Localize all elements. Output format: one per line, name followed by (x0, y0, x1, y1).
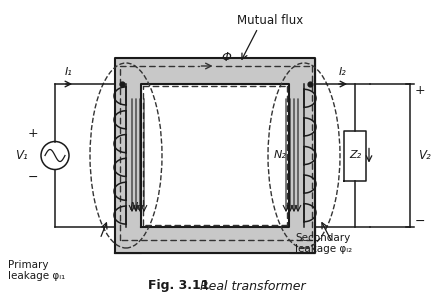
Text: leakage φₗ₁: leakage φₗ₁ (8, 271, 65, 281)
Text: +: + (415, 83, 425, 97)
Text: −: − (28, 171, 38, 184)
Text: leakage φₗ₂: leakage φₗ₂ (295, 244, 352, 254)
Polygon shape (115, 58, 141, 253)
Text: Real transformer: Real transformer (200, 280, 306, 293)
Text: V₂: V₂ (417, 149, 430, 162)
Text: I₂: I₂ (339, 67, 347, 77)
Text: Mutual flux: Mutual flux (237, 13, 303, 27)
Text: +: + (28, 127, 38, 140)
Polygon shape (289, 58, 315, 253)
Text: Primary: Primary (8, 260, 49, 270)
Text: −: − (415, 215, 425, 227)
Text: V₁: V₁ (15, 149, 28, 162)
Text: Φ: Φ (222, 51, 231, 64)
Text: Fig. 3.11: Fig. 3.11 (148, 280, 210, 293)
Polygon shape (115, 58, 315, 84)
Text: Z₂: Z₂ (349, 150, 361, 161)
Text: Secondary: Secondary (295, 233, 350, 243)
Text: I₁: I₁ (65, 67, 73, 77)
Text: N₂: N₂ (274, 150, 287, 161)
Polygon shape (115, 227, 315, 253)
Text: N₁: N₁ (130, 202, 143, 212)
